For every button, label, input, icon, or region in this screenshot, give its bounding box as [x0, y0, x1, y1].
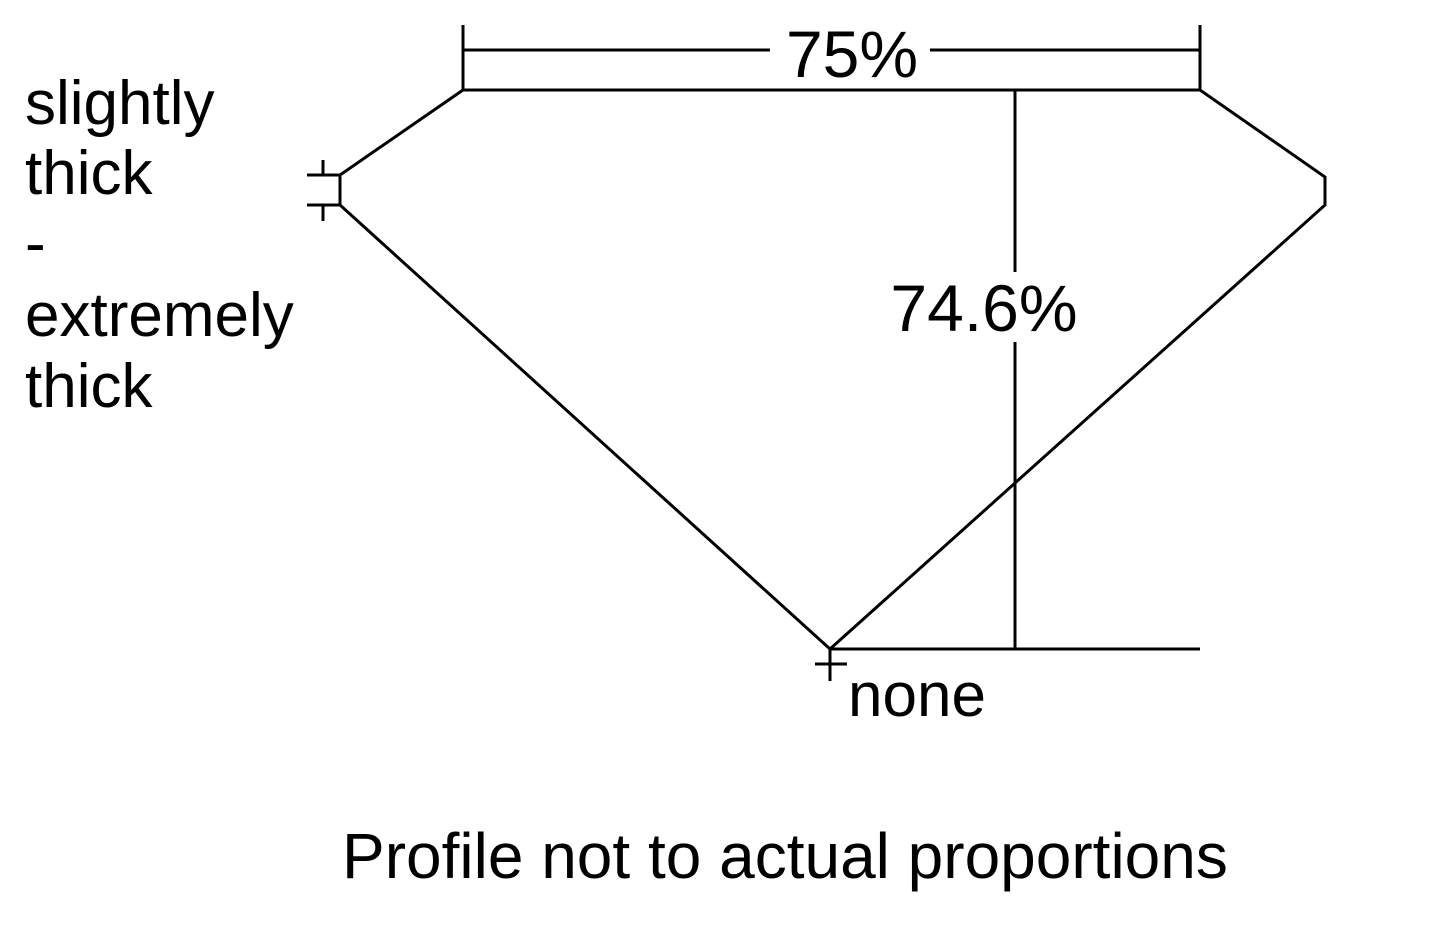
depth-dimension-line [830, 90, 1200, 651]
girdle-label-line: thick [25, 352, 153, 421]
culet-label: none [848, 661, 986, 730]
girdle-label-line: - [25, 209, 46, 278]
caption: Profile not to actual proportions [342, 820, 1228, 892]
table-dimension-line [461, 25, 1202, 90]
gem-outline [338, 88, 1327, 652]
table-percent-label: 75% [786, 17, 918, 91]
girdle-marker [307, 160, 340, 221]
girdle-label-line: slightly [25, 69, 215, 138]
girdle-label-line: extremely [25, 281, 294, 350]
culet-marker [815, 649, 847, 681]
depth-percent-label: 74.6% [890, 271, 1077, 345]
girdle-label-line: thick [25, 139, 153, 208]
girdle-label: slightly thick - extremely thick [25, 69, 294, 421]
